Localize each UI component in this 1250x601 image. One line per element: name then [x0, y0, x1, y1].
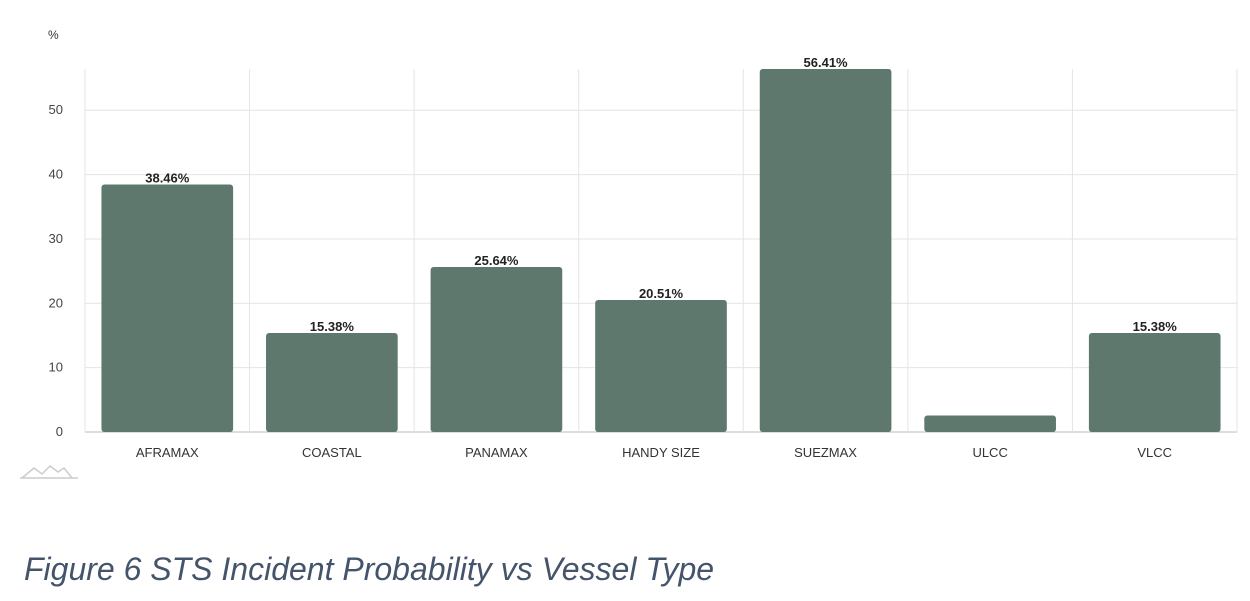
data-label: 15.38% [1133, 319, 1178, 334]
bar-coastal[interactable] [266, 333, 398, 432]
bar-vlcc[interactable] [1088, 333, 1221, 432]
bar-aframax[interactable] [101, 184, 234, 432]
bar-chart: 0 10 20 30 40 50 AFRAMAX 38.46% COASTAL 15.38% PAN… [20, 28, 1238, 479]
chart-labels: 0 10 20 30 40 50 AFRAMAX 38.46% COASTAL 15.38% PAN… [49, 55, 1178, 460]
x-tick-label: AFRAMAX [136, 445, 199, 460]
y-tick-label: 50 [49, 102, 63, 117]
bar-ulcc[interactable] [924, 415, 1056, 432]
y-tick-label: 10 [49, 360, 63, 375]
data-label: 15.38% [310, 319, 355, 334]
chart-bars [101, 69, 1221, 432]
y-axis-unit-label: % [48, 28, 59, 42]
data-label: 56.41% [804, 55, 849, 70]
data-label: 25.64% [474, 253, 519, 268]
chart-type-icon[interactable] [20, 465, 78, 479]
x-tick-label: HANDY SIZE [622, 445, 700, 460]
line-chart-icon [21, 465, 73, 479]
y-tick-label: 20 [49, 295, 63, 310]
x-tick-label: COASTAL [302, 445, 362, 460]
figure-caption: Figure 6 STS Incident Probability vs Ves… [24, 551, 715, 587]
bar-panamax[interactable] [430, 267, 563, 432]
y-tick-label: 0 [56, 424, 63, 439]
data-label: 38.46% [145, 171, 190, 186]
y-tick-label: 30 [49, 231, 63, 246]
x-tick-label: VLCC [1137, 445, 1172, 460]
x-tick-label: ULCC [972, 445, 1007, 460]
x-tick-label: PANAMAX [465, 445, 528, 460]
y-tick-label: 40 [49, 167, 63, 182]
bar-handy-size[interactable] [595, 300, 727, 432]
data-label: 20.51% [639, 286, 684, 301]
x-tick-label: SUEZMAX [794, 445, 857, 460]
bar-suezmax[interactable] [759, 69, 892, 432]
chart-grid [84, 69, 1238, 433]
